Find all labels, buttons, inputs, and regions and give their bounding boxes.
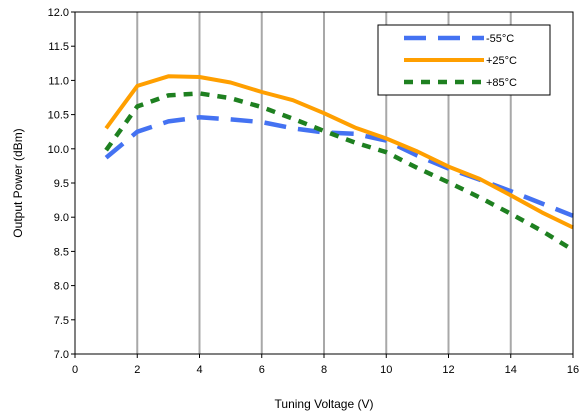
- x-tick-label: 10: [380, 364, 392, 376]
- legend-label-2: +85°C: [486, 77, 517, 89]
- legend-label-0: -55°C: [486, 33, 514, 45]
- y-tick-label: 12.0: [48, 7, 69, 19]
- y-tick-label: 9.5: [54, 178, 69, 190]
- y-tick-label: 7.5: [54, 315, 69, 327]
- x-tick-label: 8: [321, 364, 327, 376]
- y-tick-label: 8.5: [54, 246, 69, 258]
- y-axis-ticks: 7.0 7.5 8.0 8.5 9.0 9.5 10.0 10.5 11.0 11.5 12.0: [48, 7, 75, 361]
- series-line-2: [104, 91, 575, 252]
- x-axis-ticks: 0 2 4 6 8 10 12 14 16: [72, 354, 579, 376]
- y-axis-title: Output Power (dBm): [11, 128, 25, 237]
- x-tick-label: 16: [567, 364, 579, 376]
- gridlines: [136, 12, 512, 354]
- series-lines: [104, 74, 575, 252]
- y-tick-label: 7.0: [54, 349, 69, 361]
- x-tick-label: 2: [134, 364, 140, 376]
- y-tick-label: 9.0: [54, 212, 69, 224]
- x-tick-label: 14: [505, 364, 517, 376]
- legend-label-1: +25°C: [486, 55, 517, 67]
- series-line-1: [104, 74, 574, 230]
- x-axis-title: Tuning Voltage (V): [275, 397, 374, 411]
- x-tick-label: 4: [196, 364, 202, 376]
- y-tick-label: 11.0: [48, 75, 69, 87]
- x-tick-label: 6: [259, 364, 265, 376]
- y-tick-label: 8.0: [54, 281, 69, 293]
- x-tick-label: 12: [442, 364, 454, 376]
- y-tick-label: 10.0: [48, 144, 69, 156]
- y-tick-label: 10.5: [48, 110, 69, 122]
- legend: -55°C +25°C +85°C: [377, 24, 551, 96]
- y-tick-label: 11.5: [48, 41, 69, 53]
- x-tick-label: 0: [72, 364, 78, 376]
